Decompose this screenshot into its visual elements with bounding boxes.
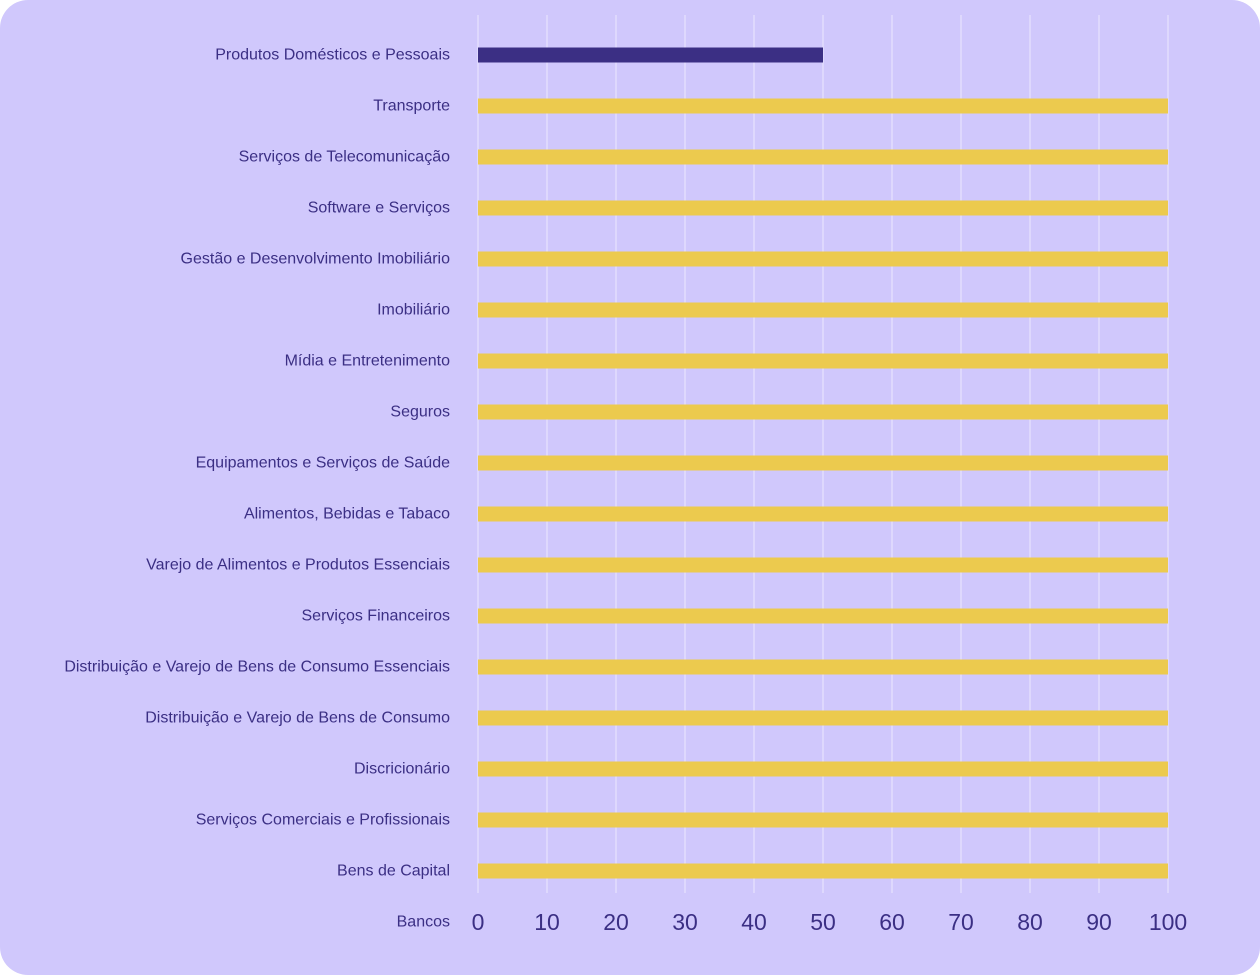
x-tick-label: 0	[472, 909, 485, 935]
bar	[478, 149, 1168, 165]
category-label: Produtos Domésticos e Pessoais	[215, 47, 450, 64]
bar	[478, 200, 1168, 216]
bar	[478, 761, 1168, 777]
x-tick-label: 20	[603, 909, 629, 935]
bar	[478, 863, 1168, 879]
category-label: Serviços de Telecomunicação	[239, 149, 450, 166]
category-label: Equipamentos e Serviços de Saúde	[196, 455, 450, 472]
x-tick-label: 60	[879, 909, 905, 935]
bar	[478, 659, 1168, 675]
bar	[478, 404, 1168, 420]
category-label: Seguros	[390, 404, 450, 421]
x-tick-label: 30	[672, 909, 698, 935]
category-labels: Produtos Domésticos e Pessoais Transporte…	[64, 47, 450, 931]
x-tick-label: 90	[1086, 909, 1112, 935]
x-tick-label: 80	[1017, 909, 1043, 935]
category-label: Distribuição e Varejo de Bens de Consumo…	[64, 659, 450, 676]
x-tick-label: 10	[534, 909, 560, 935]
x-tick-label: 70	[948, 909, 974, 935]
bars	[478, 47, 1168, 879]
category-label: Software e Serviços	[308, 200, 450, 217]
category-label: Alimentos, Bebidas e Tabaco	[244, 506, 450, 523]
category-label: Transporte	[373, 98, 450, 115]
category-label: Serviços Comerciais e Profissionais	[196, 812, 450, 829]
category-label: Serviços Financeiros	[302, 608, 451, 625]
category-label: Gestão e Desenvolvimento Imobiliário	[181, 251, 451, 268]
bar	[478, 47, 823, 63]
bar	[478, 98, 1168, 114]
bar	[478, 353, 1168, 369]
category-label: Imobiliário	[377, 302, 450, 319]
category-label: Distribuição e Varejo de Bens de Consumo	[145, 710, 450, 727]
bar	[478, 557, 1168, 573]
category-label: Discricionário	[354, 761, 450, 778]
x-tick-label: 50	[810, 909, 836, 935]
x-axis-ticks: 0 10 20 30 40 50 60 70 80 90 100	[472, 909, 1188, 935]
bar	[478, 608, 1168, 624]
x-tick-label: 100	[1149, 909, 1187, 935]
bar	[478, 812, 1168, 828]
category-label: Mídia e Entretenimento	[285, 353, 451, 370]
category-label: Bens de Capital	[337, 863, 450, 880]
bar	[478, 302, 1168, 318]
bar	[478, 251, 1168, 267]
category-label: Varejo de Alimentos e Produtos Essenciai…	[146, 557, 450, 574]
bar	[478, 455, 1168, 471]
bar	[478, 506, 1168, 522]
bar	[478, 710, 1168, 726]
category-label: Bancos	[397, 914, 450, 931]
x-tick-label: 40	[741, 909, 767, 935]
